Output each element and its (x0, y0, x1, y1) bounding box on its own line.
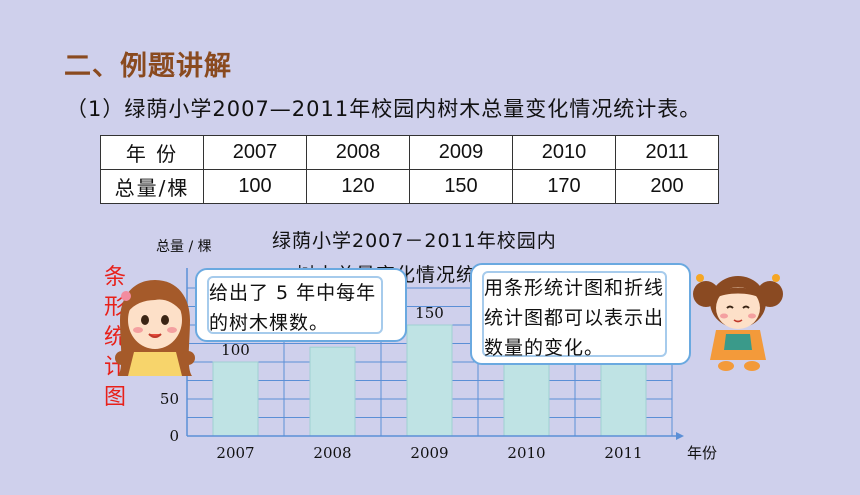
y-axis-label: 总量 / 棵 (156, 239, 212, 255)
table-cell-total: 100 (203, 169, 307, 204)
table-cell-year: 2010 (512, 135, 616, 170)
vertical-char: 图 (103, 385, 126, 410)
x-tick-label: 2007 (216, 444, 254, 462)
data-table: 年 份 2007 2008 2009 2010 2011 总量/棵 100 12… (100, 135, 719, 204)
table-row-totals: 总量/棵 100 120 150 170 200 (100, 169, 719, 204)
bar (212, 361, 259, 437)
table-cell-total: 200 (615, 169, 719, 204)
x-axis-arrow (676, 432, 684, 440)
bar-value-label: 150 (415, 304, 444, 322)
section-heading: 二、例题讲解 (64, 51, 232, 82)
y-tick-label: 0 (169, 427, 179, 445)
speech-bubble-left: 给出了 5 年中每年的树木棵数。 (195, 268, 407, 342)
table-row-years: 年 份 2007 2008 2009 2010 2011 (100, 135, 719, 170)
bar (406, 324, 453, 437)
x-tick-label: 2008 (313, 444, 351, 462)
x-tick-label: 2011 (604, 444, 642, 462)
speech-bubble-left-text: 给出了 5 年中每年的树木棵数。 (209, 282, 377, 334)
bar-value-label: 100 (221, 341, 250, 359)
bar (309, 346, 356, 437)
x-tick-label: 2009 (410, 444, 448, 462)
girl-reading-book-icon (693, 274, 783, 371)
bubble-frame (207, 276, 383, 334)
girl-with-pigtails-icon (115, 280, 195, 376)
x-axis-label: 年份 (687, 444, 718, 462)
table-header-year: 年 份 (100, 135, 204, 170)
table-cell-total: 170 (512, 169, 616, 204)
vertical-char: 条 (103, 265, 126, 290)
question-subtitle: （1）绿荫小学2007—2011年校园内树木总量变化情况统计表。 (66, 97, 702, 121)
chart-title-line1: 绿荫小学2007－2011年校园内 (272, 230, 557, 252)
table-cell-total: 150 (409, 169, 513, 204)
y-tick-label: 50 (160, 390, 179, 408)
x-tick-label: 2010 (507, 444, 545, 462)
speech-bubble-right-text: 用条形统计图和折线统计图都可以表示出数量的变化。 (484, 277, 665, 359)
speech-bubble-right: 用条形统计图和折线统计图都可以表示出数量的变化。 (470, 263, 691, 365)
bubble-frame (482, 271, 667, 357)
table-cell-year: 2007 (203, 135, 307, 170)
